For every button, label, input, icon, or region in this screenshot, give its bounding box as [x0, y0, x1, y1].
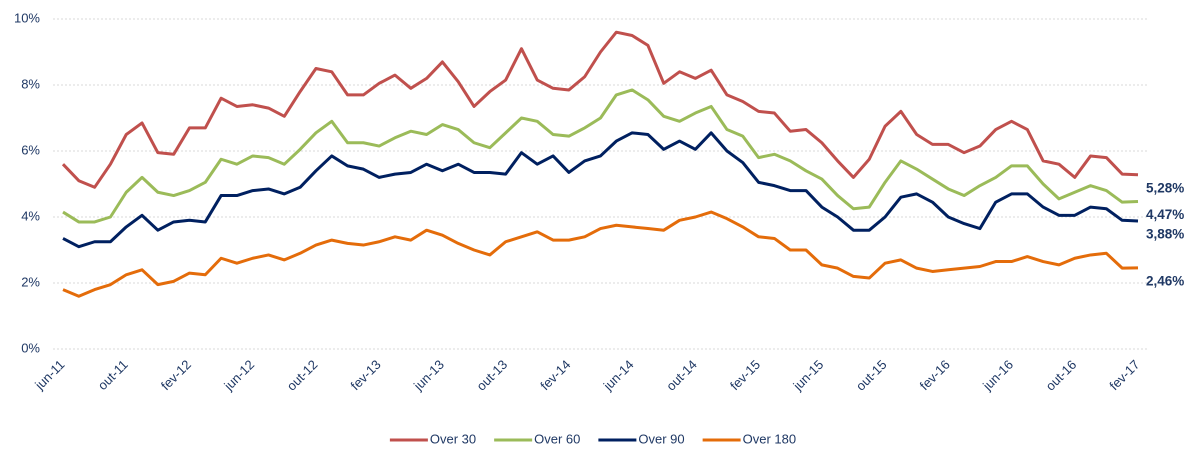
y-tick-label: 0% [21, 340, 40, 355]
series-line [62, 210, 1139, 298]
y-tick-label: 4% [21, 208, 40, 223]
x-tick-label: out-11 [95, 357, 131, 393]
y-tick-label: 8% [21, 76, 40, 91]
x-tick-label: fev-15 [727, 357, 763, 393]
x-tick-label: fev-17 [1106, 357, 1142, 393]
x-tick-label: fev-14 [537, 357, 573, 393]
x-tick-label: out-15 [853, 357, 890, 394]
x-tick-label: jun-14 [600, 357, 637, 394]
x-tick-label: out-16 [1043, 357, 1080, 394]
legend: Over 30 Over 60 Over 90 Over 180 [389, 431, 796, 446]
series-line [61, 30, 1139, 189]
series-line [62, 88, 1139, 224]
legend-label: Over 60 [534, 431, 580, 446]
x-tick-label: jun-13 [410, 357, 447, 394]
x-tick-label: out-13 [474, 357, 511, 394]
data-label: 3,88% [1146, 227, 1184, 242]
x-tick-label: fev-13 [348, 357, 384, 393]
x-tick-label: jun-16 [979, 357, 1016, 394]
y-tick-label: 10% [14, 10, 40, 25]
y-tick-label: 6% [21, 142, 40, 157]
x-tick-label: jun-11 [31, 357, 67, 393]
x-tick-label: out-14 [663, 357, 700, 394]
x-tick-label: jun-12 [220, 357, 257, 394]
legend-label: Over 90 [638, 431, 684, 446]
data-label: 5,28% [1146, 180, 1184, 195]
x-tick-label: jun-15 [790, 357, 827, 394]
data-label: 2,46% [1146, 273, 1184, 288]
data-label: 4,47% [1146, 207, 1184, 222]
x-tick-label: out-12 [284, 357, 321, 394]
legend-label: Over 30 [430, 431, 476, 446]
series-line [62, 131, 1139, 249]
legend-label: Over 180 [743, 431, 796, 446]
x-tick-label: fev-16 [917, 357, 953, 393]
y-tick-label: 2% [21, 274, 40, 289]
x-tick-label: fev-12 [158, 357, 194, 393]
